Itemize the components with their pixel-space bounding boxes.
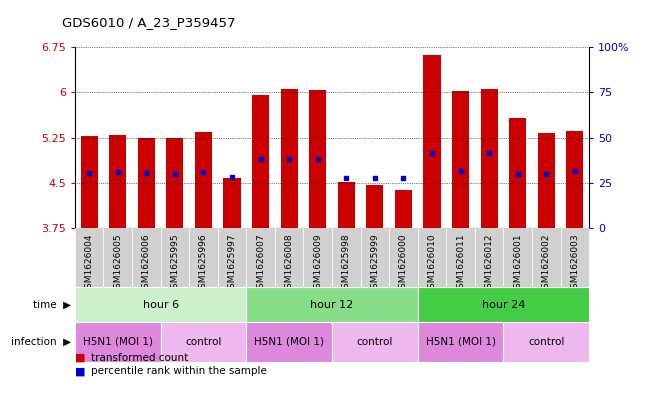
Text: GSM1625999: GSM1625999 [370,234,380,294]
Bar [361,228,389,287]
Text: GSM1626000: GSM1626000 [399,234,408,294]
Bar [161,228,189,287]
Bar [367,185,383,228]
Bar [75,228,104,287]
Bar [195,132,212,228]
Bar [104,228,132,287]
Text: GDS6010 / A_23_P359457: GDS6010 / A_23_P359457 [62,16,236,29]
Bar [189,228,217,287]
Bar [423,55,441,228]
Bar [332,322,418,362]
Text: control: control [528,337,564,347]
Text: GSM1626006: GSM1626006 [142,234,151,294]
Text: GSM1626009: GSM1626009 [313,234,322,294]
Bar [418,228,447,287]
Text: GSM1625998: GSM1625998 [342,234,351,294]
Text: ■: ■ [75,366,85,376]
Bar [246,322,332,362]
Text: GSM1626002: GSM1626002 [542,234,551,294]
Bar [75,287,246,322]
Bar [81,136,98,228]
Text: GSM1626001: GSM1626001 [513,234,522,294]
Bar [566,131,583,228]
Text: GSM1625997: GSM1625997 [227,234,236,294]
Text: ■: ■ [75,353,85,363]
Bar [75,322,161,362]
Text: GSM1626007: GSM1626007 [256,234,265,294]
Text: GSM1626003: GSM1626003 [570,234,579,294]
Bar [138,138,155,228]
Text: transformed count: transformed count [91,353,188,363]
Bar [475,228,503,287]
Text: GSM1625995: GSM1625995 [171,234,180,294]
Bar [223,178,241,228]
Text: GSM1625996: GSM1625996 [199,234,208,294]
Bar [132,228,161,287]
Bar [332,228,361,287]
Text: control: control [357,337,393,347]
Bar [532,228,561,287]
Bar [395,190,412,228]
Bar [561,228,589,287]
Bar [275,228,303,287]
Bar [418,287,589,322]
Bar [480,89,498,228]
Bar [447,228,475,287]
Text: hour 12: hour 12 [311,299,353,310]
Bar [246,287,418,322]
Text: H5N1 (MOI 1): H5N1 (MOI 1) [426,337,495,347]
Text: hour 6: hour 6 [143,299,178,310]
Text: GSM1626005: GSM1626005 [113,234,122,294]
Bar [161,322,246,362]
Bar [418,322,503,362]
Bar [109,134,126,228]
Text: time  ▶: time ▶ [33,299,72,310]
Text: infection  ▶: infection ▶ [12,337,72,347]
Text: H5N1 (MOI 1): H5N1 (MOI 1) [254,337,324,347]
Text: percentile rank within the sample: percentile rank within the sample [91,366,267,376]
Bar [281,89,298,228]
Text: control: control [186,337,221,347]
Bar [303,228,332,287]
Bar [246,228,275,287]
Text: H5N1 (MOI 1): H5N1 (MOI 1) [83,337,153,347]
Text: GSM1626011: GSM1626011 [456,234,465,294]
Bar [166,138,184,228]
Text: hour 24: hour 24 [482,299,525,310]
Text: GSM1626004: GSM1626004 [85,234,94,294]
Bar [252,95,269,228]
Bar [309,90,326,228]
Text: GSM1626008: GSM1626008 [284,234,294,294]
Bar [217,228,246,287]
Bar [503,322,589,362]
Text: GSM1626012: GSM1626012 [484,234,493,294]
Bar [503,228,532,287]
Bar [509,118,526,228]
Text: GSM1626010: GSM1626010 [428,234,437,294]
Bar [452,90,469,228]
Bar [538,133,555,228]
Bar [338,182,355,228]
Bar [389,228,418,287]
